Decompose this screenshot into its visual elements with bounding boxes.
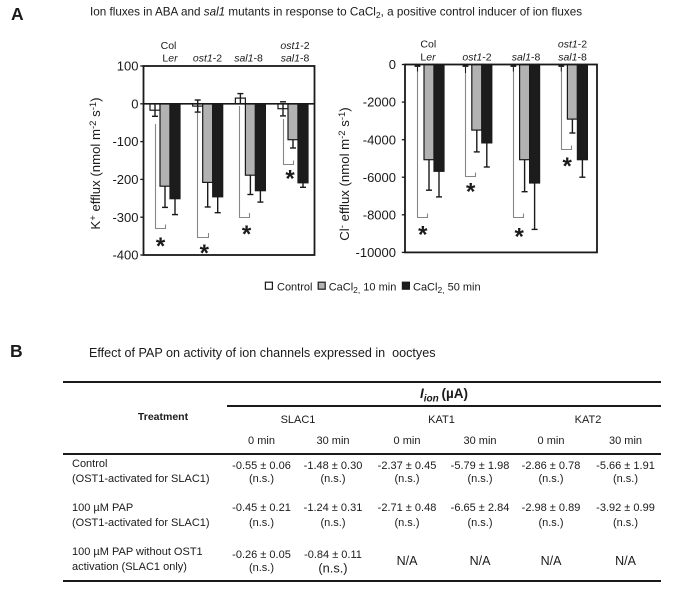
svg-text:sal1-8: sal1-8 — [281, 53, 310, 65]
svg-text:sal1-8: sal1-8 — [234, 53, 263, 65]
svg-text:A: A — [11, 4, 24, 24]
svg-text:Cl- efflux (nmol m-2 s-1): Cl- efflux (nmol m-2 s-1) — [337, 107, 352, 240]
svg-text:Ler: Ler — [162, 53, 178, 65]
svg-text:*: * — [156, 233, 166, 260]
svg-text:CaCl2, 50 min: CaCl2, 50 min — [413, 281, 481, 295]
svg-text:*: * — [242, 221, 252, 248]
svg-text:ost1-2: ost1-2 — [280, 40, 309, 52]
svg-text:sal1-8: sal1-8 — [512, 51, 541, 63]
svg-text:Control: Control — [277, 281, 312, 293]
svg-text:Ler: Ler — [420, 51, 436, 63]
svg-text:-10000: -10000 — [356, 245, 396, 260]
svg-text:ost1-2: ost1-2 — [558, 39, 587, 51]
svg-text:*: * — [563, 153, 573, 180]
svg-text:-200: -200 — [112, 172, 138, 187]
svg-text:-2000: -2000 — [363, 95, 396, 110]
svg-text:-100: -100 — [112, 134, 138, 149]
svg-text:-400: -400 — [112, 248, 138, 263]
svg-text:100: 100 — [117, 59, 139, 74]
svg-text:*: * — [418, 222, 428, 249]
svg-text:*: * — [200, 240, 210, 267]
svg-text:0: 0 — [131, 96, 138, 111]
svg-text:*: * — [515, 224, 525, 251]
svg-text:-4000: -4000 — [363, 132, 396, 147]
svg-text:Col: Col — [161, 40, 177, 52]
svg-text:K+ efflux (nmol m-2 s-1): K+ efflux (nmol m-2 s-1) — [88, 97, 103, 229]
svg-text:ost1-2: ost1-2 — [462, 51, 491, 63]
svg-text:*: * — [466, 179, 476, 206]
svg-text:-6000: -6000 — [363, 170, 396, 185]
svg-text:-300: -300 — [112, 210, 138, 225]
svg-text:0: 0 — [389, 57, 396, 72]
svg-text:Col: Col — [420, 39, 436, 51]
svg-text:-8000: -8000 — [363, 207, 396, 222]
svg-text:CaCl2, 10 min: CaCl2, 10 min — [329, 281, 397, 295]
svg-text:sal1-8: sal1-8 — [558, 51, 587, 63]
svg-text:ost1-2: ost1-2 — [193, 53, 222, 65]
svg-text:*: * — [285, 165, 295, 192]
svg-text:Ion fluxes in ABA and sal1 mut: Ion fluxes in ABA and sal1 mutants in re… — [90, 5, 582, 19]
